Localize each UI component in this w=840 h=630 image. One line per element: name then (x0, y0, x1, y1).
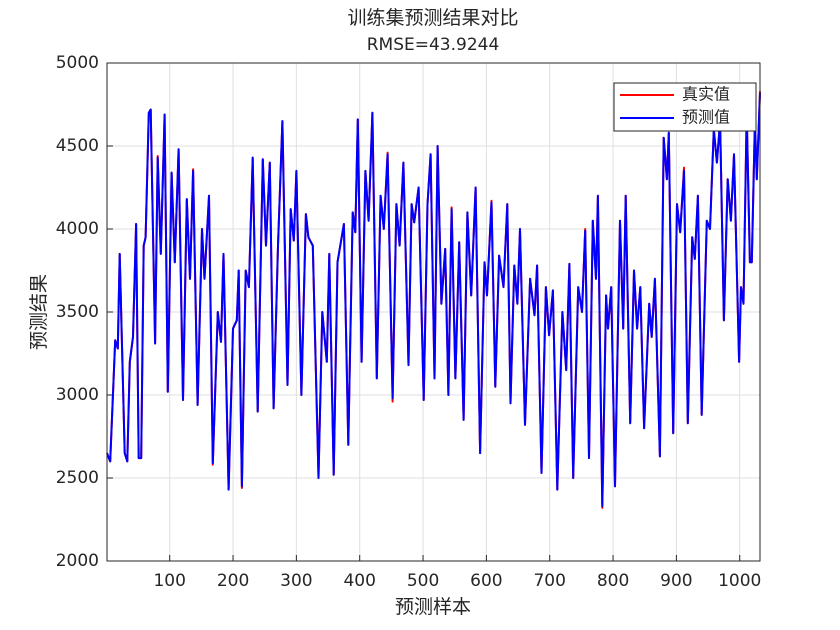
y-tick-label: 4500 (56, 136, 99, 156)
chart-subtitle: RMSE=43.9244 (367, 35, 500, 55)
x-tick-label: 200 (217, 571, 249, 591)
y-tick-label: 2000 (56, 551, 99, 571)
legend-box (613, 82, 757, 132)
y-axis-label: 预测结果 (28, 274, 50, 350)
x-tick-label: 600 (470, 571, 502, 591)
x-tick-label: 800 (597, 571, 629, 591)
plot-frame (106, 62, 761, 562)
x-axis-label: 预测样本 (395, 596, 471, 618)
x-tick-label: 500 (407, 571, 439, 591)
y-tick-label: 3500 (56, 302, 99, 322)
y-tick-label: 3000 (56, 385, 99, 405)
x-tick-label: 100 (153, 571, 185, 591)
x-tick-label: 1000 (718, 571, 761, 591)
y-tick-label: 4000 (56, 219, 99, 239)
x-tick-label: 300 (280, 571, 312, 591)
x-tick-label: 900 (660, 571, 692, 591)
series-line (106, 92, 761, 508)
x-tick-label: 400 (343, 571, 375, 591)
x-tick-label: 700 (533, 571, 565, 591)
legend-label: 预测值 (682, 108, 730, 127)
y-tick-label: 5000 (56, 53, 99, 73)
y-tick-label: 2500 (56, 468, 99, 488)
legend-label: 真实值 (682, 85, 730, 104)
chart-title: 训练集预测结果对比 (347, 7, 518, 29)
